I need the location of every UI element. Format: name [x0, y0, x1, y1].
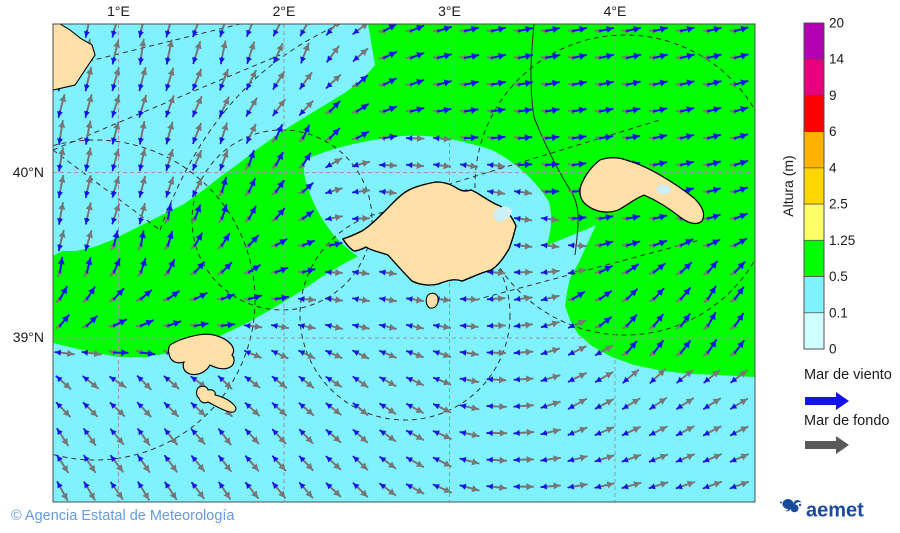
svg-text:4°E: 4°E [604, 3, 627, 19]
svg-text:2°E: 2°E [273, 3, 296, 19]
svg-text:9: 9 [829, 88, 837, 103]
svg-text:0: 0 [829, 342, 837, 357]
svg-text:1.25: 1.25 [829, 233, 855, 248]
svg-text:Mar de viento: Mar de viento [804, 367, 892, 383]
svg-text:40°N: 40°N [13, 164, 44, 180]
svg-text:0.1: 0.1 [829, 305, 848, 320]
svg-text:Altura (m): Altura (m) [780, 155, 796, 216]
svg-text:aemet: aemet [806, 500, 864, 522]
svg-text:1°E: 1°E [107, 3, 130, 19]
svg-text:6: 6 [829, 124, 837, 139]
svg-text:© Agencia Estatal de Meteorolo: © Agencia Estatal de Meteorología [11, 508, 235, 524]
svg-text:Mar de fondo: Mar de fondo [804, 413, 889, 429]
svg-text:20: 20 [829, 16, 844, 31]
svg-text:39°N: 39°N [13, 329, 44, 345]
svg-text:4: 4 [829, 160, 837, 175]
svg-text:3°E: 3°E [438, 3, 461, 19]
svg-text:14: 14 [829, 52, 845, 67]
svg-text:0.5: 0.5 [829, 269, 848, 284]
svg-text:2.5: 2.5 [829, 197, 848, 212]
